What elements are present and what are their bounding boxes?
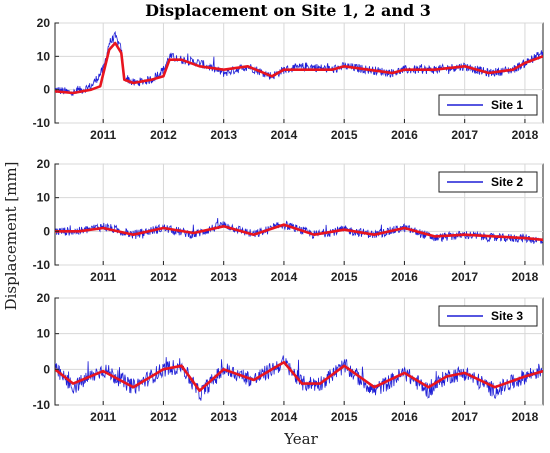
- y-tick-label: -10: [33, 398, 51, 412]
- y-tick-label: 10: [37, 49, 51, 63]
- x-tick-label: 2016: [391, 410, 418, 424]
- series-line-smooth: [55, 223, 543, 242]
- x-tick-label: 2011: [90, 128, 116, 142]
- x-tick-label: 2014: [271, 410, 298, 424]
- x-tick-label: 2016: [391, 270, 418, 284]
- x-tick-label: 2011: [90, 270, 116, 284]
- x-tick-label: 2012: [150, 270, 177, 284]
- legend: Site 2: [438, 171, 538, 193]
- legend-label: Site 1: [491, 98, 523, 112]
- x-tick-label: 2017: [451, 128, 478, 142]
- legend-label: Site 2: [491, 175, 523, 189]
- legend-box: [438, 94, 538, 116]
- x-tick-label: 2014: [271, 270, 298, 284]
- y-tick-label: 20: [37, 16, 51, 30]
- panels: -10 0 10 20 2011 2012 2013 2014 2015 2016 2017 2018…: [33, 16, 544, 424]
- y-tick-label: 10: [37, 191, 51, 205]
- legend: Site 1: [438, 94, 538, 116]
- series-group: [55, 217, 543, 244]
- x-tick-label: 2013: [210, 128, 237, 142]
- y-tick-label: 20: [37, 157, 51, 171]
- x-tick-label: 2012: [150, 410, 177, 424]
- y-axis-label: Displacement [mm]: [2, 162, 20, 311]
- x-tick-label: 2012: [150, 128, 177, 142]
- chart-panel-1: -10 0 10 20 2011 2012 2013 2014 2015 2016 2017 2018…: [33, 16, 544, 142]
- figure-title: Displacement on Site 1, 2 and 3: [145, 1, 431, 20]
- x-tick-label: 2016: [391, 128, 418, 142]
- series-line-smooth: [55, 41, 543, 95]
- legend-box: [438, 171, 538, 193]
- x-axis-label: Year: [283, 430, 318, 448]
- y-tick-label: -10: [33, 116, 51, 130]
- x-tick-label: 2015: [331, 128, 358, 142]
- x-tick-label: 2014: [271, 128, 298, 142]
- x-tick-label: 2018: [512, 270, 539, 284]
- legend-label: Site 3: [491, 309, 523, 323]
- y-tick-label: 0: [43, 224, 50, 238]
- series-group: [55, 30, 543, 97]
- x-tick-label: 2017: [451, 410, 478, 424]
- x-tick-label: 2011: [90, 410, 116, 424]
- x-tick-label: 2013: [210, 270, 237, 284]
- y-tick-label: 10: [37, 327, 51, 341]
- x-tick-label: 2017: [451, 270, 478, 284]
- chart-panel-3: -10 0 10 20 2011 2012 2013 2014 2015 2016 2017 2018…: [33, 291, 544, 424]
- y-tick-label: 20: [37, 291, 51, 305]
- x-tick-label: 2015: [331, 410, 358, 424]
- x-tick-label: 2018: [512, 410, 539, 424]
- series-line-smooth: [55, 360, 543, 392]
- x-tick-label: 2015: [331, 270, 358, 284]
- chart-panel-2: -10 0 10 20 2011 2012 2013 2014 2015 2016 2017 2018…: [33, 157, 544, 284]
- x-tick-label: 2018: [512, 128, 539, 142]
- x-tick-label: 2013: [210, 410, 237, 424]
- legend: Site 3: [438, 305, 538, 327]
- y-tick-label: 0: [43, 362, 50, 376]
- y-tick-label: -10: [33, 258, 51, 272]
- y-tick-label: 0: [43, 83, 50, 97]
- legend-box: [438, 305, 538, 327]
- series-group: [55, 355, 543, 401]
